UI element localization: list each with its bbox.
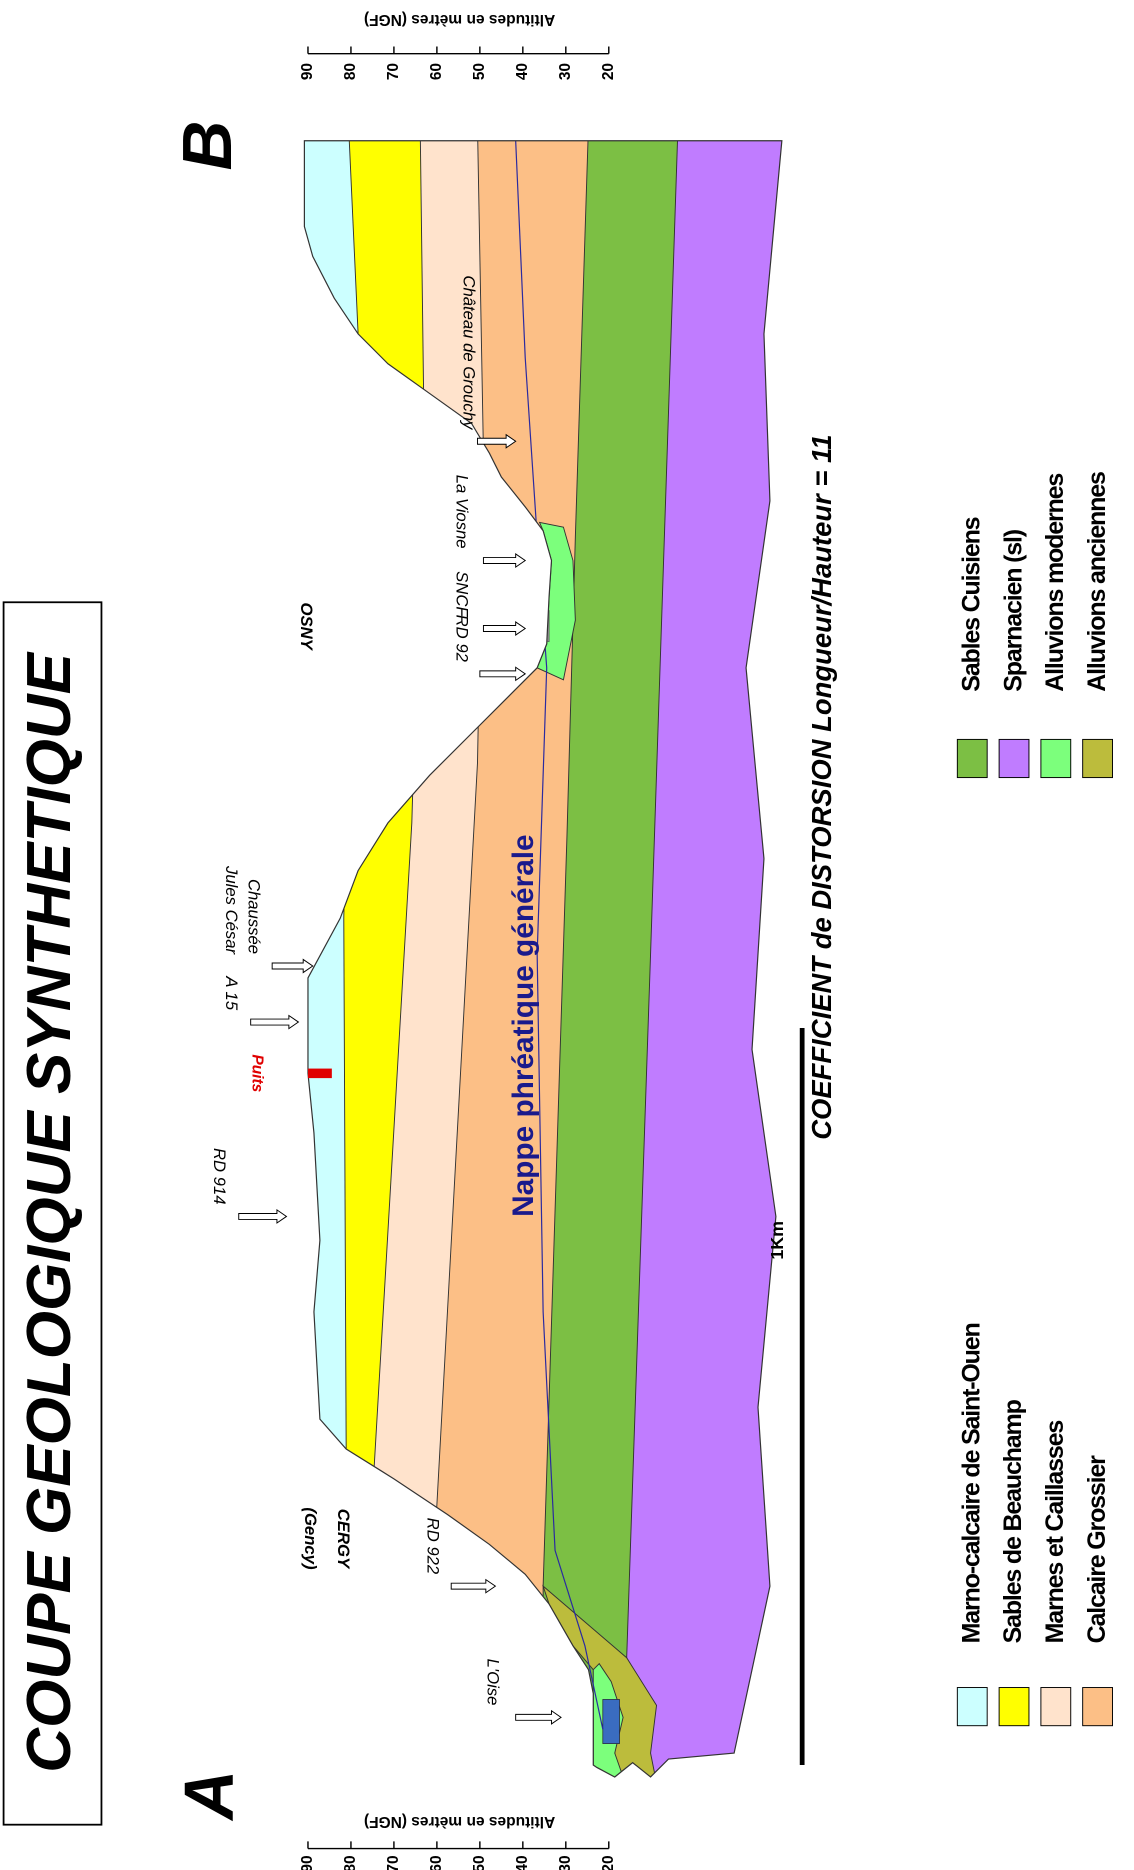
legend-swatch — [1041, 1688, 1071, 1726]
layers — [0, 125, 836, 1783]
axis-tick-label: 80 — [342, 63, 359, 80]
axis-tick-label: 90 — [299, 1855, 316, 1870]
pointer-arrow — [272, 959, 313, 972]
axis-tick-label: 70 — [385, 63, 402, 80]
water-table-label: Nappe phréatique générale — [507, 834, 540, 1217]
legend-swatch — [1083, 739, 1113, 777]
place-label: La Viosne — [452, 475, 471, 549]
place-label: Jules César — [222, 865, 241, 956]
place-label: Château de Grouchy — [460, 275, 479, 431]
axis-tick-label: 30 — [557, 1855, 574, 1870]
river — [603, 1699, 620, 1743]
legend-swatch — [957, 739, 987, 777]
pointer-arrow — [251, 1016, 299, 1029]
place-label: RD 922 — [424, 1518, 443, 1575]
pointer-arrow — [239, 1210, 287, 1223]
distortion-note: COEFFICIENT de DISTORSION Longueur/Haute… — [806, 434, 837, 1139]
axis-tick-label: 20 — [600, 63, 617, 80]
title: COUPE GEOLOGIQUE SYNTHETIQUE — [15, 651, 84, 1772]
axis-tick-label: 70 — [385, 1855, 402, 1870]
legend-label: Sparnacien (sl) — [999, 529, 1027, 691]
axis-tick-label: 50 — [471, 1855, 488, 1870]
place-label: Chaussée — [245, 879, 264, 954]
page: COUPE GEOLOGIQUE SYNTHETIQUE A B 90 80 70 60 50… — [0, 0, 1134, 1870]
legend-label: Calcaire Grossier — [1083, 1455, 1111, 1644]
axis-tick-label: 30 — [557, 63, 574, 80]
pointer-arrow — [480, 667, 525, 680]
town-label: CERGY — [334, 1509, 353, 1570]
place-label: L'Oise — [483, 1659, 502, 1706]
legend-label: Alluvions anciennes — [1083, 472, 1111, 692]
place-label: A 15 — [222, 975, 241, 1010]
legend-label: Sables Cuisiens — [957, 517, 985, 691]
legend-label: Alluvions modernes — [1041, 474, 1069, 692]
place-label: RD 914 — [210, 1148, 229, 1205]
legend-label: Marnes et Caillasses — [1041, 1421, 1069, 1644]
legend-label: Sables de Beauchamp — [999, 1399, 1027, 1643]
well-label: Puits — [249, 1054, 266, 1092]
place-label: RD 92 — [452, 615, 471, 663]
axis-tick-label: 60 — [428, 1855, 445, 1870]
axis-tick-label: 20 — [600, 1855, 617, 1870]
place-label: SNCF — [452, 571, 471, 617]
section-start: A — [170, 1770, 248, 1822]
axis-tick-label: 80 — [342, 1855, 359, 1870]
town-label: OSNY — [297, 602, 316, 651]
well — [308, 1069, 332, 1079]
town-label: (Gency) — [301, 1507, 320, 1570]
axis-tick-label: 40 — [514, 63, 531, 80]
cross-section: COUPE GEOLOGIQUE SYNTHETIQUE A B 90 80 70 60 50… — [0, 0, 1134, 1870]
axis-tick-label: 50 — [471, 63, 488, 80]
scale-label: 1Km — [767, 1221, 787, 1260]
legend-swatch — [957, 1688, 987, 1726]
legend-swatch — [1083, 1688, 1113, 1726]
section-end: B — [168, 121, 246, 171]
legend-swatch — [999, 739, 1029, 777]
pointer-arrow — [516, 1711, 561, 1724]
pointer-arrow — [451, 1580, 495, 1593]
axis-tick-label: 90 — [299, 63, 316, 80]
legend-swatch — [1041, 739, 1071, 777]
axis-title: Altitudes en mètres (NGF) — [364, 11, 555, 28]
axis-tick-label: 60 — [428, 63, 445, 80]
legend-label: Marno-calcaire de Saint-Ouen — [957, 1323, 985, 1643]
pointer-arrow — [483, 554, 525, 567]
axis-title: Altitudes en mètres (NGF) — [364, 1813, 555, 1830]
pointer-arrow — [483, 622, 525, 635]
legend-swatch — [999, 1688, 1029, 1726]
axis-tick-label: 40 — [514, 1855, 531, 1870]
